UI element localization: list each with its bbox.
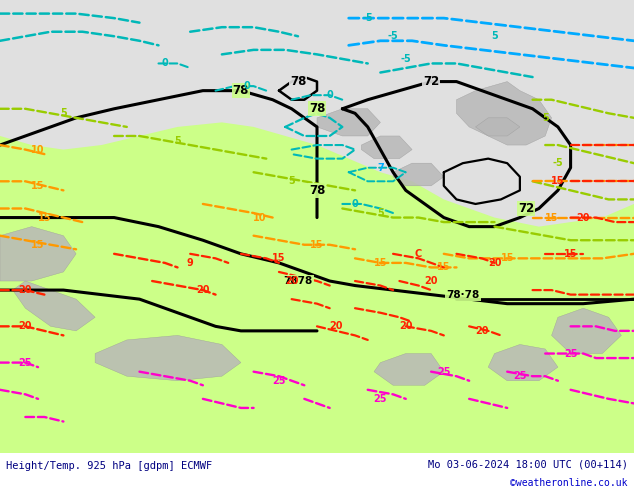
- Text: 5: 5: [60, 108, 67, 118]
- Text: 10: 10: [31, 145, 45, 154]
- Text: 20: 20: [576, 213, 590, 222]
- Text: 15: 15: [500, 253, 514, 263]
- Text: 78: 78: [233, 84, 249, 97]
- Text: 20: 20: [399, 321, 413, 331]
- Text: 15: 15: [545, 213, 559, 222]
- Text: 78: 78: [309, 184, 325, 197]
- Polygon shape: [361, 136, 412, 159]
- FancyBboxPatch shape: [0, 0, 634, 453]
- Text: 78·78: 78·78: [446, 290, 479, 299]
- Text: 9: 9: [187, 258, 193, 268]
- Text: 72: 72: [423, 75, 439, 88]
- Text: 15: 15: [37, 213, 51, 222]
- Text: 15: 15: [437, 263, 451, 272]
- Text: Height/Temp. 925 hPa [gdpm] ECMWF: Height/Temp. 925 hPa [gdpm] ECMWF: [6, 461, 212, 471]
- Text: 20: 20: [196, 285, 210, 295]
- Polygon shape: [456, 82, 552, 145]
- Text: 25: 25: [18, 358, 32, 368]
- Text: -5: -5: [388, 31, 398, 41]
- Polygon shape: [552, 308, 621, 354]
- Text: 15: 15: [272, 253, 286, 263]
- Text: 72: 72: [518, 202, 534, 215]
- Polygon shape: [488, 344, 558, 381]
- Polygon shape: [476, 118, 520, 136]
- Text: 20: 20: [424, 276, 438, 286]
- Text: 15: 15: [31, 181, 45, 191]
- Text: 25: 25: [564, 348, 578, 359]
- Text: 15: 15: [31, 240, 45, 250]
- Text: 25: 25: [272, 376, 286, 386]
- Text: 0: 0: [162, 58, 168, 69]
- Text: 20: 20: [488, 258, 501, 268]
- Text: -5: -5: [553, 158, 563, 168]
- Polygon shape: [393, 163, 444, 186]
- Text: 78: 78: [309, 102, 325, 115]
- Polygon shape: [95, 335, 241, 381]
- Polygon shape: [317, 109, 380, 136]
- Polygon shape: [374, 354, 444, 385]
- Text: 20: 20: [475, 326, 489, 336]
- Text: 25: 25: [373, 394, 387, 404]
- Text: Mo 03-06-2024 18:00 UTC (00+114): Mo 03-06-2024 18:00 UTC (00+114): [428, 459, 628, 469]
- Polygon shape: [0, 0, 634, 226]
- Text: 25: 25: [513, 371, 527, 381]
- Text: 10: 10: [253, 213, 267, 222]
- Text: 15: 15: [373, 258, 387, 268]
- Text: 15: 15: [564, 249, 578, 259]
- Text: 20: 20: [285, 276, 299, 286]
- Text: 78: 78: [290, 75, 306, 88]
- Text: 5: 5: [174, 136, 181, 146]
- Text: 7: 7: [377, 163, 384, 172]
- Text: -5: -5: [401, 54, 411, 64]
- Text: 15: 15: [310, 240, 324, 250]
- Polygon shape: [13, 281, 95, 331]
- Text: -5: -5: [363, 13, 373, 23]
- Text: 5: 5: [288, 176, 295, 186]
- Text: 5: 5: [542, 113, 548, 123]
- Text: 5: 5: [377, 208, 384, 218]
- Text: C: C: [415, 249, 422, 259]
- Text: 15: 15: [551, 176, 565, 186]
- Text: 20: 20: [18, 321, 32, 331]
- Text: 25: 25: [437, 367, 451, 377]
- Text: 20: 20: [18, 285, 32, 295]
- Text: 0: 0: [244, 81, 250, 91]
- Text: 0: 0: [352, 199, 358, 209]
- Text: 20: 20: [329, 321, 343, 331]
- Text: ©weatheronline.co.uk: ©weatheronline.co.uk: [510, 478, 628, 488]
- Polygon shape: [0, 226, 76, 281]
- Text: 5: 5: [491, 31, 498, 41]
- Text: 7878: 7878: [283, 276, 313, 286]
- Text: 0: 0: [327, 90, 333, 100]
